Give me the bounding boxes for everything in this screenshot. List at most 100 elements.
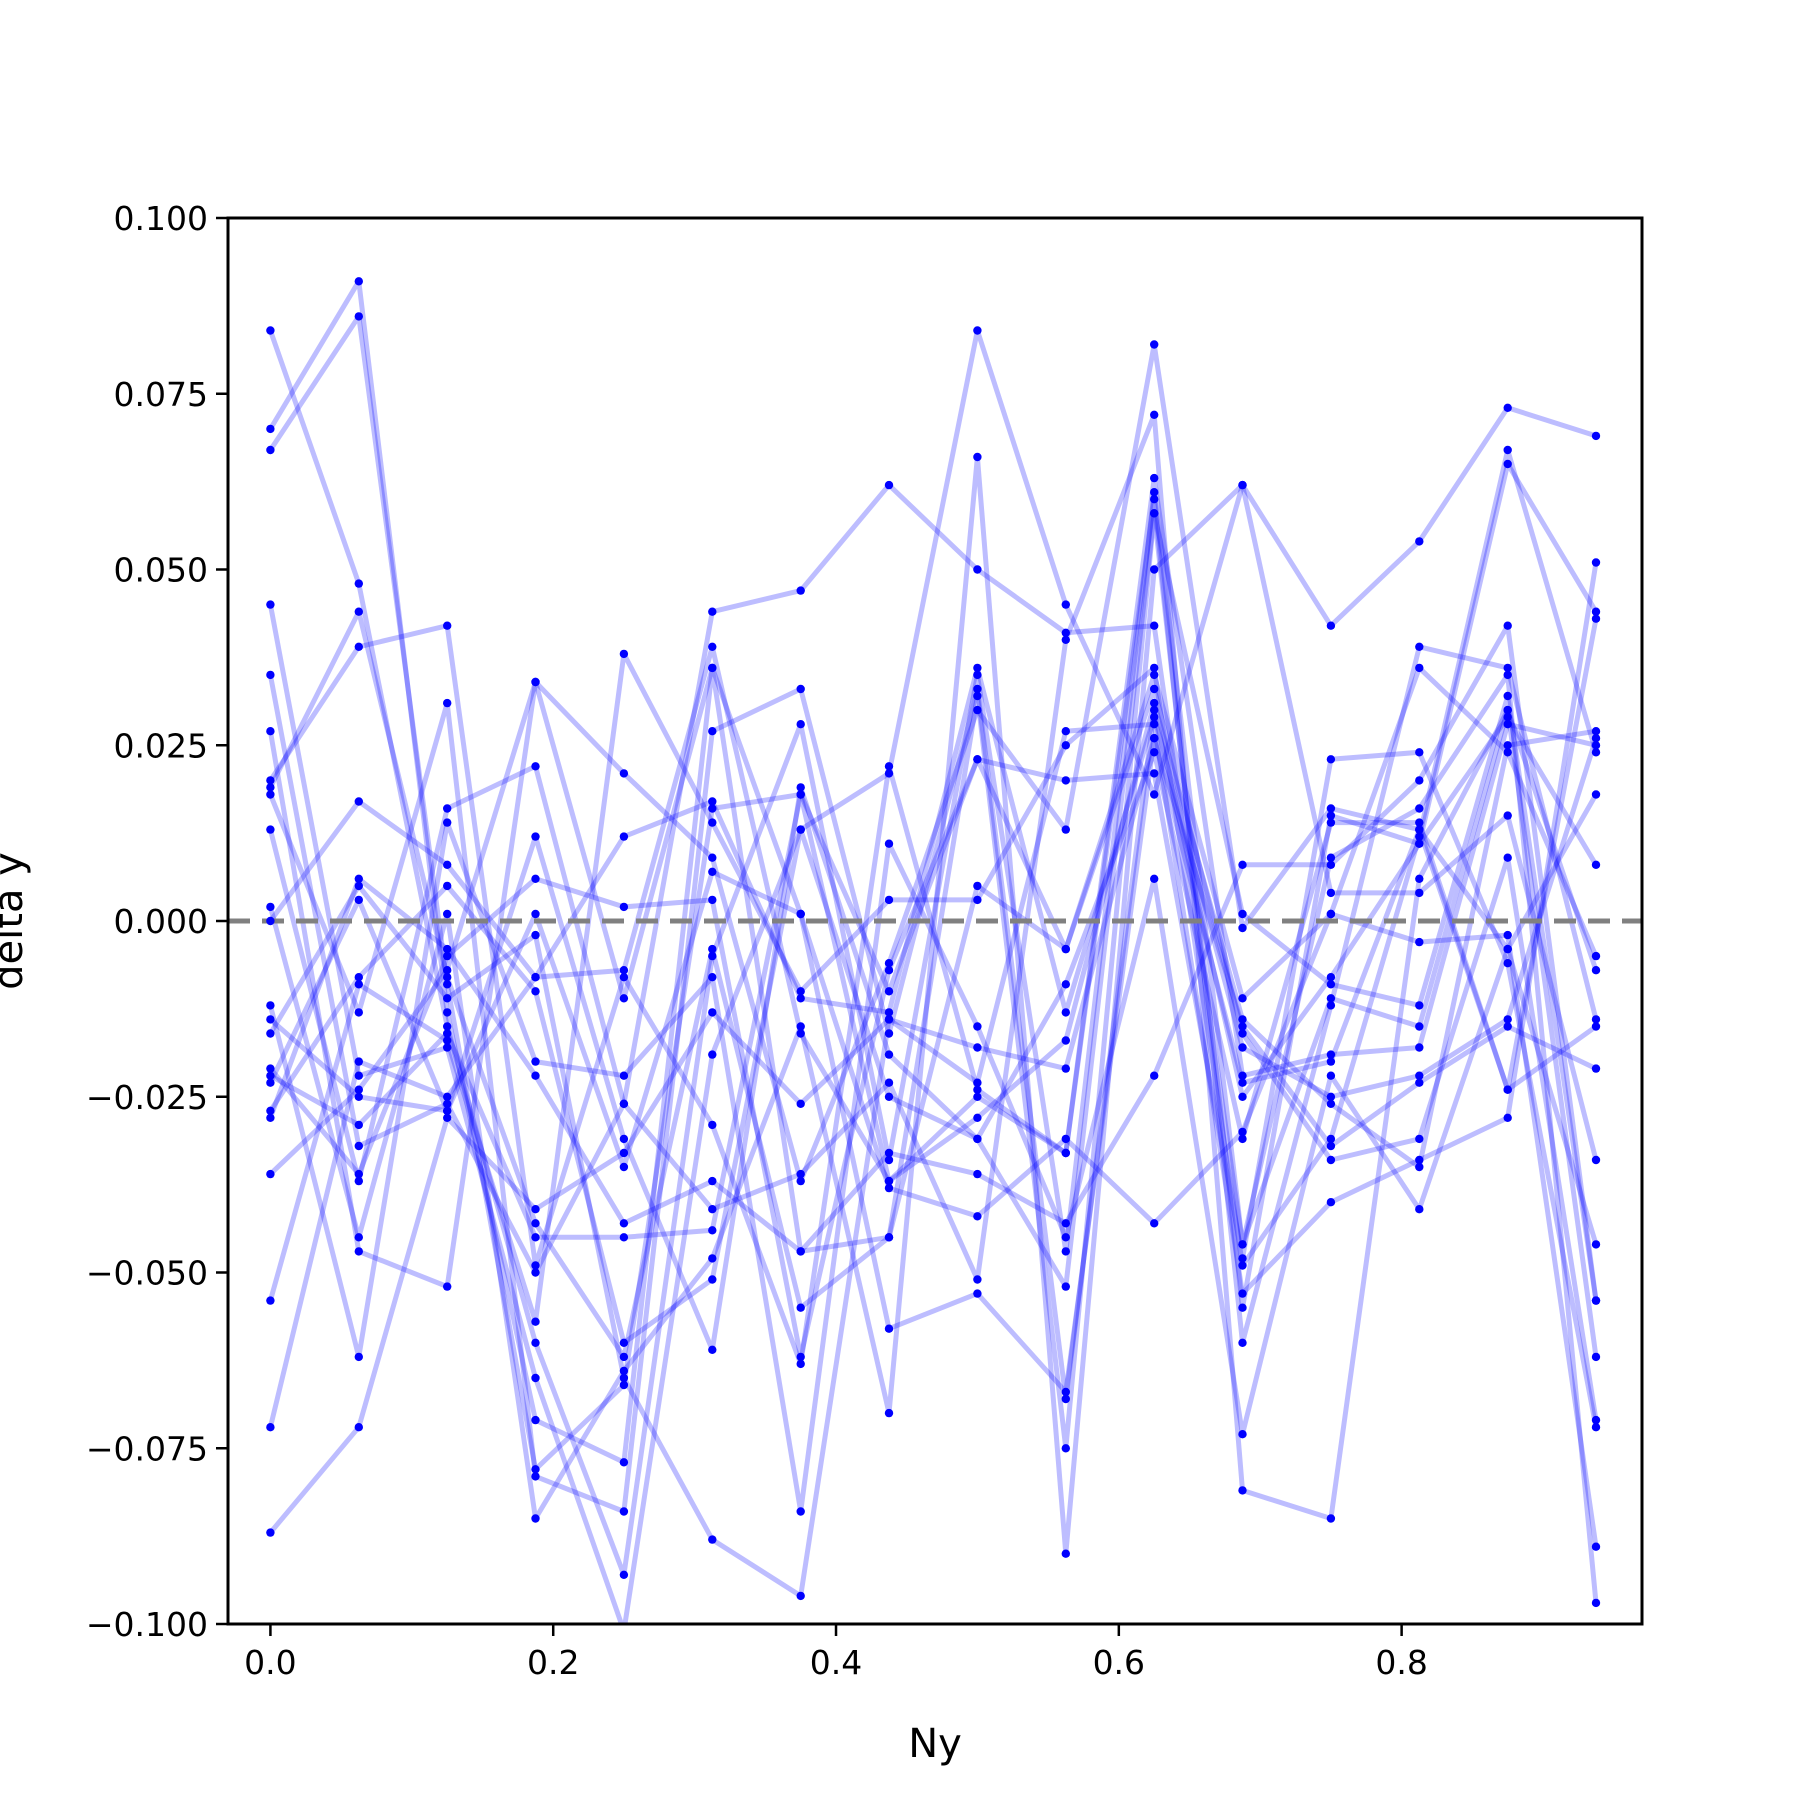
series-line-6 [267, 342, 1599, 1290]
data-point [354, 1120, 363, 1130]
data-point [443, 944, 452, 954]
data-point [1238, 994, 1247, 1003]
data-point [354, 607, 363, 616]
data-point [1591, 1015, 1601, 1024]
data-point [884, 987, 894, 996]
data-point [1150, 340, 1159, 349]
data-point [443, 1043, 452, 1052]
data-point [1415, 1001, 1424, 1010]
data-point [1238, 1240, 1247, 1249]
data-point [973, 1113, 982, 1123]
data-point [1326, 973, 1336, 982]
data-point [443, 1106, 452, 1116]
data-point [1061, 1134, 1071, 1144]
data-point [1326, 994, 1336, 1003]
data-point [619, 994, 629, 1003]
series-line-19 [268, 618, 1599, 1346]
data-point [1415, 1071, 1424, 1080]
data-point [619, 902, 629, 912]
data-point [1150, 473, 1159, 483]
data-point [443, 980, 452, 989]
data-point [884, 762, 894, 771]
data-point [1326, 1134, 1336, 1144]
data-point [1150, 1219, 1159, 1228]
data-point [619, 966, 629, 975]
data-point [973, 1092, 982, 1102]
data-point [884, 1008, 894, 1017]
data-point [619, 1162, 629, 1172]
data-point [1503, 720, 1512, 729]
data-point [1238, 1043, 1247, 1052]
data-point [266, 790, 275, 799]
data-point [708, 804, 717, 813]
series-line-9 [268, 686, 1599, 1514]
data-point [708, 1205, 717, 1214]
data-point [1326, 853, 1336, 862]
series-line-8 [268, 609, 1599, 1360]
data-point [884, 959, 894, 968]
series-line-4 [267, 328, 1597, 1624]
data-point [973, 326, 982, 335]
data-point [1415, 1078, 1424, 1087]
data-point [1503, 403, 1512, 412]
data-point [1591, 727, 1601, 736]
data-point [884, 895, 894, 905]
data-point [1326, 1141, 1336, 1151]
data-point [708, 1226, 717, 1235]
data-point [1326, 888, 1336, 898]
data-point [531, 1057, 540, 1066]
data-point [531, 930, 540, 940]
data-point [1415, 1022, 1424, 1031]
data-point [531, 832, 540, 841]
plot-background [228, 218, 1642, 1624]
data-point [266, 1001, 275, 1010]
data-point [796, 1247, 805, 1256]
data-point [708, 797, 717, 806]
data-point [973, 684, 982, 694]
data-point [796, 1099, 805, 1109]
data-point [796, 987, 805, 996]
data-point [973, 881, 982, 891]
data-point [1061, 1219, 1071, 1228]
data-point [531, 1465, 540, 1474]
data-point [796, 1169, 805, 1179]
data-point [531, 973, 540, 982]
data-point [354, 1008, 363, 1017]
data-point [1238, 1015, 1247, 1024]
data-point [973, 1022, 982, 1031]
series-line-20 [268, 623, 1599, 1301]
data-point [1591, 1415, 1601, 1425]
data-point [1591, 966, 1601, 975]
data-point [1238, 1127, 1247, 1137]
data-point [266, 1423, 275, 1432]
data-point [1415, 804, 1424, 813]
data-point [884, 1050, 894, 1059]
data-point [1415, 1134, 1424, 1144]
data-point [443, 621, 452, 630]
data-point [884, 1324, 894, 1333]
data-point [266, 727, 275, 736]
data-point [443, 1008, 452, 1017]
data-point [443, 973, 452, 982]
data-point [531, 1514, 540, 1523]
data-point [354, 1176, 363, 1186]
y-tick-label: 0.100 [114, 199, 208, 238]
data-point [973, 1275, 982, 1284]
data-point [1415, 748, 1424, 757]
data-point [1061, 980, 1071, 989]
data-point [266, 916, 275, 926]
series-line-21 [268, 665, 1599, 1548]
data-point [354, 1169, 363, 1179]
data-point [443, 1036, 452, 1045]
data-point [884, 966, 894, 975]
data-point [443, 881, 452, 891]
data-point [1238, 1289, 1247, 1298]
data-point [1326, 1155, 1336, 1165]
data-point [531, 1373, 540, 1383]
data-point [796, 1359, 805, 1369]
y-tick-label: −0.025 [86, 1078, 208, 1117]
data-point [1238, 1303, 1247, 1312]
data-point [619, 1338, 629, 1348]
data-point [354, 277, 363, 286]
data-point [1061, 727, 1071, 736]
